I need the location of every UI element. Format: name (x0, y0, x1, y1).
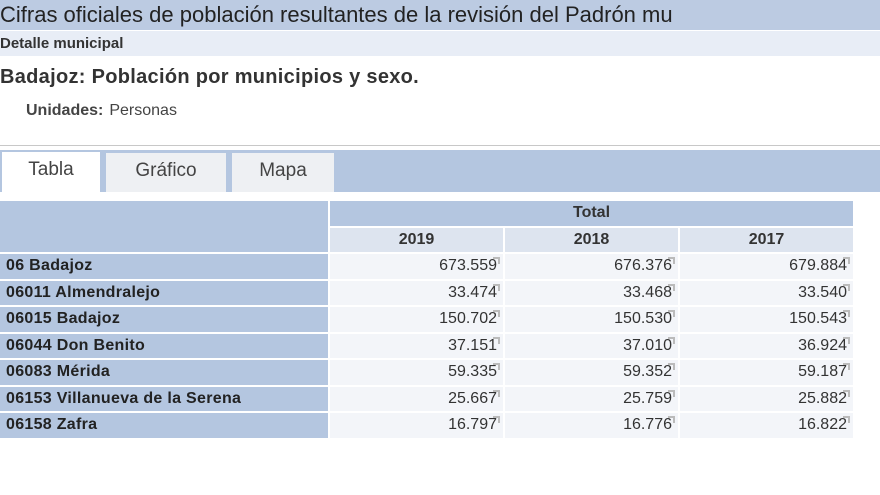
value-cell[interactable]: 676.376 (505, 254, 678, 279)
value-cell[interactable]: 59.187 (680, 360, 853, 385)
table-row: 06015 Badajoz 150.702 150.530 150.543 (0, 307, 853, 332)
value-cell[interactable]: 59.352 (505, 360, 678, 385)
table-row: 06 Badajoz 673.559 676.376 679.884 (0, 254, 853, 279)
row-header-corner (0, 201, 328, 252)
table-row: 06044 Don Benito 37.151 37.010 36.924 (0, 333, 853, 358)
table-row: 06158 Zafra 16.797 16.776 16.822 (0, 413, 853, 438)
data-table: Total 2019 2018 2017 06 Badajoz 673.559 67… (0, 199, 855, 440)
row-label[interactable]: 06011 Almendralejo (0, 280, 328, 305)
value-cell[interactable]: 150.702 (330, 307, 503, 332)
column-header[interactable]: 2018 (505, 227, 678, 252)
tab-grafico[interactable]: Gráfico (106, 153, 226, 192)
value-cell[interactable]: 150.543 (680, 307, 853, 332)
row-label[interactable]: 06158 Zafra (0, 413, 328, 438)
units-label: Unidades: (26, 102, 104, 119)
value-cell[interactable]: 16.776 (505, 413, 678, 438)
table-row: 06153 Villanueva de la Serena 25.667 25.75… (0, 386, 853, 411)
column-header[interactable]: 2017 (680, 227, 853, 252)
units-info: Unidades: Personas (26, 102, 177, 120)
tab-tabla[interactable]: Tabla (2, 152, 100, 194)
value-cell[interactable]: 16.797 (330, 413, 503, 438)
table-row: 06011 Almendralejo 33.474 33.468 33.540 (0, 280, 853, 305)
section-subtitle: Detalle municipal (0, 31, 880, 56)
value-cell[interactable]: 33.468 (505, 280, 678, 305)
row-label[interactable]: 06044 Don Benito (0, 333, 328, 358)
table-heading: Badajoz: Población por municipios y sexo… (0, 66, 420, 88)
table-row: 06083 Mérida 59.335 59.352 59.187 (0, 360, 853, 385)
row-label[interactable]: 06153 Villanueva de la Serena (0, 386, 328, 411)
units-value: Personas (109, 102, 177, 119)
column-header[interactable]: 2019 (330, 227, 503, 252)
page-title: Cifras oficiales de población resultante… (0, 0, 880, 30)
value-cell[interactable]: 37.010 (505, 333, 678, 358)
row-label[interactable]: 06 Badajoz (0, 254, 328, 279)
value-cell[interactable]: 16.822 (680, 413, 853, 438)
value-cell[interactable]: 36.924 (680, 333, 853, 358)
value-cell[interactable]: 679.884 (680, 254, 853, 279)
row-label[interactable]: 06083 Mérida (0, 360, 328, 385)
value-cell[interactable]: 33.540 (680, 280, 853, 305)
group-header-total: Total (330, 201, 853, 226)
value-cell[interactable]: 25.759 (505, 386, 678, 411)
value-cell[interactable]: 33.474 (330, 280, 503, 305)
value-cell[interactable]: 150.530 (505, 307, 678, 332)
value-cell[interactable]: 25.882 (680, 386, 853, 411)
value-cell[interactable]: 37.151 (330, 333, 503, 358)
value-cell[interactable]: 59.335 (330, 360, 503, 385)
tab-mapa[interactable]: Mapa (232, 153, 334, 192)
divider (0, 145, 880, 146)
tab-bar: Tabla Gráfico Mapa (0, 150, 880, 194)
row-label[interactable]: 06015 Badajoz (0, 307, 328, 332)
value-cell[interactable]: 673.559 (330, 254, 503, 279)
value-cell[interactable]: 25.667 (330, 386, 503, 411)
